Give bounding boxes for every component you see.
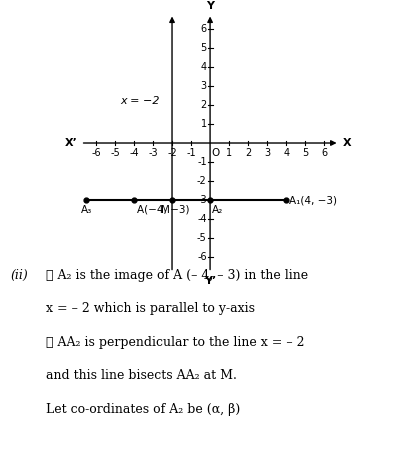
Text: 6: 6 bbox=[321, 148, 327, 158]
Text: -5: -5 bbox=[110, 148, 120, 158]
Text: Let co-ordinates of A₂ be (α, β): Let co-ordinates of A₂ be (α, β) bbox=[46, 403, 241, 415]
Text: ∴ A₂ is the image of A (– 4, – 3) in the line: ∴ A₂ is the image of A (– 4, – 3) in the… bbox=[46, 269, 309, 282]
Text: -5: -5 bbox=[197, 233, 207, 243]
Text: -2: -2 bbox=[197, 176, 207, 186]
Text: A₃: A₃ bbox=[81, 205, 92, 215]
Text: A₁(4, −3): A₁(4, −3) bbox=[289, 195, 337, 205]
Text: -4: -4 bbox=[129, 148, 139, 158]
Text: x = −2: x = −2 bbox=[120, 96, 160, 106]
Text: -3: -3 bbox=[148, 148, 158, 158]
Text: O: O bbox=[212, 148, 220, 158]
Text: 5: 5 bbox=[302, 148, 308, 158]
Text: -4: -4 bbox=[197, 214, 207, 224]
Text: X’: X’ bbox=[65, 138, 78, 148]
Text: -3: -3 bbox=[197, 195, 207, 205]
Text: -1: -1 bbox=[197, 157, 207, 167]
Text: and this line bisects AA₂ at M.: and this line bisects AA₂ at M. bbox=[46, 369, 237, 382]
Text: 2: 2 bbox=[245, 148, 251, 158]
Text: X: X bbox=[342, 138, 351, 148]
Text: 5: 5 bbox=[200, 43, 207, 53]
Text: M: M bbox=[161, 205, 170, 215]
Text: 4: 4 bbox=[283, 148, 289, 158]
Text: 2: 2 bbox=[200, 100, 207, 110]
Text: Y: Y bbox=[206, 1, 214, 11]
Text: x = – 2 which is parallel to y-axis: x = – 2 which is parallel to y-axis bbox=[46, 302, 255, 316]
Text: -2: -2 bbox=[167, 148, 177, 158]
Text: A(−4, −3): A(−4, −3) bbox=[137, 205, 189, 215]
Text: -1: -1 bbox=[186, 148, 196, 158]
Text: Y’: Y’ bbox=[204, 276, 216, 286]
Text: 1: 1 bbox=[200, 119, 207, 129]
Text: -6: -6 bbox=[91, 148, 101, 158]
Text: ∴ AA₂ is perpendicular to the line x = – 2: ∴ AA₂ is perpendicular to the line x = –… bbox=[46, 336, 305, 349]
Text: (ii): (ii) bbox=[10, 269, 28, 282]
Text: 6: 6 bbox=[200, 24, 207, 34]
Text: -6: -6 bbox=[197, 252, 207, 262]
Text: 3: 3 bbox=[200, 81, 207, 91]
Text: 3: 3 bbox=[264, 148, 270, 158]
Text: 1: 1 bbox=[226, 148, 232, 158]
Text: A₂: A₂ bbox=[212, 205, 223, 215]
Text: 4: 4 bbox=[200, 62, 207, 72]
